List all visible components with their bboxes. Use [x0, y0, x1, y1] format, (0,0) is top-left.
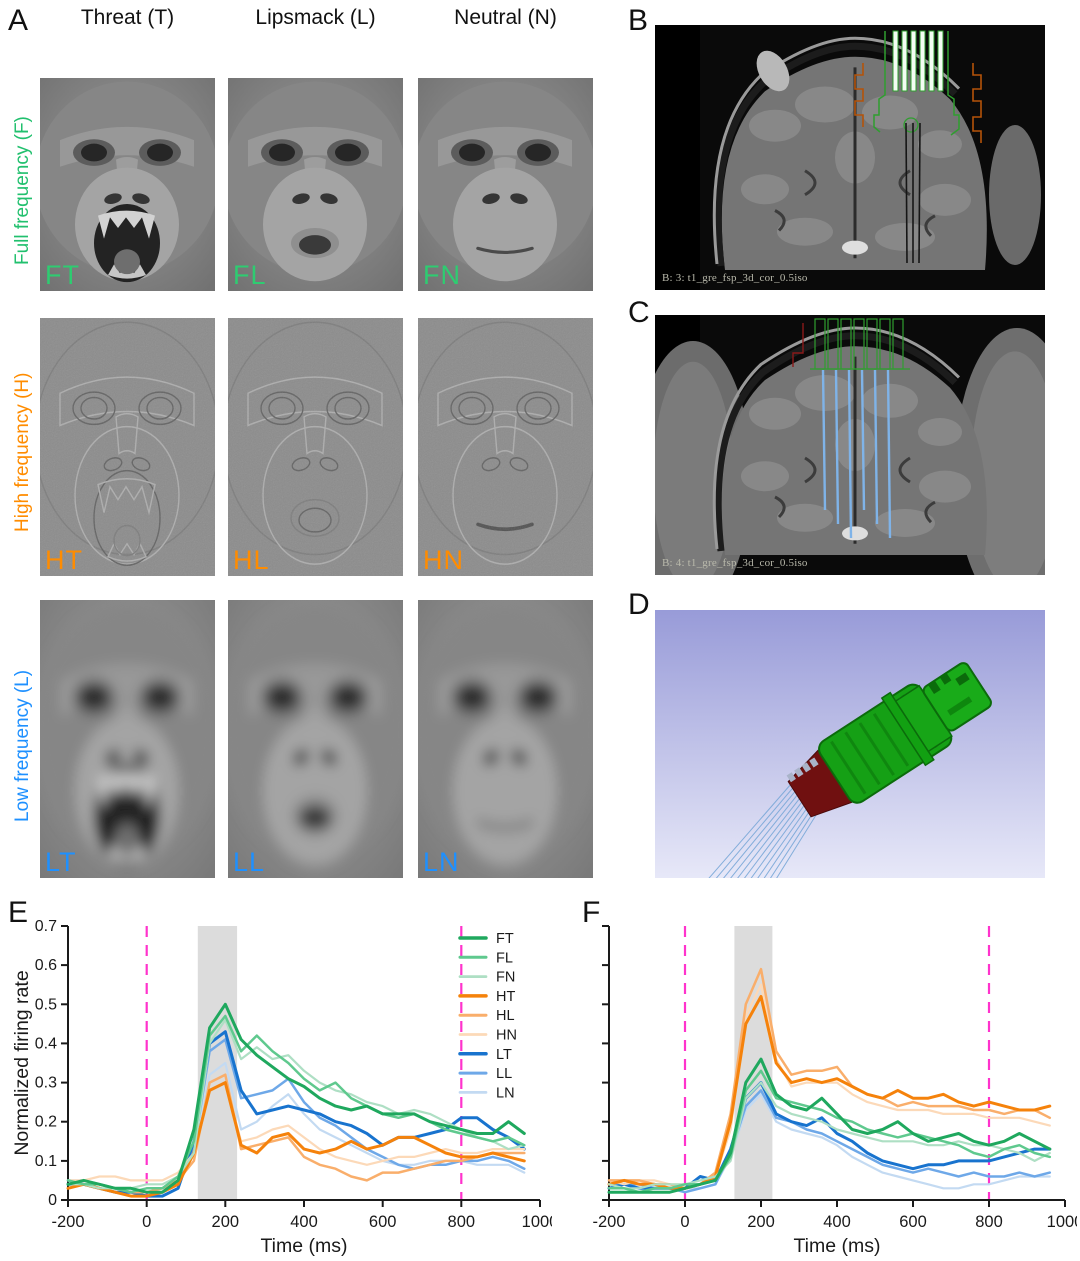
firing-rate-chart-f: -200 0 200 400 600 800 1000 Time (ms) [585, 898, 1080, 1260]
panel-label-b: B [628, 4, 649, 37]
mri-coronal-electrode-tracks-image: B: 4: t1_gre_fsp_3d_cor_0.5iso [655, 315, 1045, 575]
svg-text:0.1: 0.1 [35, 1153, 57, 1170]
svg-text:0.3: 0.3 [35, 1075, 57, 1092]
svg-text:800: 800 [448, 1213, 476, 1231]
svg-text:0: 0 [680, 1213, 689, 1231]
svg-text:400: 400 [290, 1213, 318, 1231]
svg-text:200: 200 [212, 1213, 240, 1231]
stimulus-tag-ln: LN [423, 847, 460, 877]
svg-text:LT: LT [496, 1047, 512, 1063]
stimulus-image-hn: HN [418, 318, 593, 576]
svg-text:Time (ms): Time (ms) [793, 1235, 880, 1257]
stimulus-tag-ll: LL [233, 847, 266, 877]
svg-text:0: 0 [48, 1192, 57, 1209]
stimulus-image-ln: LN [418, 600, 593, 878]
panel-label-d: D [628, 588, 650, 621]
stimulus-tag-hn: HN [423, 545, 464, 575]
svg-text:LL: LL [496, 1066, 512, 1082]
panel-label-f: F [582, 896, 601, 929]
svg-text:0.5: 0.5 [35, 996, 57, 1013]
firing-rate-chart-e: 0 0.1 0.2 0.3 0.4 0.5 0.6 0.7 -200 0 200 400 600 800 1… [11, 898, 558, 1260]
stimulus-tag-fl: FL [233, 260, 267, 290]
svg-text:HT: HT [496, 989, 515, 1005]
row-label-high-frequency: High frequency (H) [12, 372, 33, 532]
svg-text:-200: -200 [592, 1213, 625, 1231]
mri-scan-caption-b: B: 3: t1_gre_fsp_3d_cor_0.5iso [662, 272, 808, 284]
stimulus-image-fl: FL [228, 78, 403, 291]
panel-label-e: E [8, 896, 29, 929]
stimulus-image-fn: FN [418, 78, 593, 291]
svg-text:Normalized firing rate: Normalized firing rate [12, 970, 33, 1155]
svg-text:200: 200 [747, 1213, 775, 1231]
svg-text:0.6: 0.6 [35, 957, 57, 974]
mri-coronal-electrode-array-image: B: 3: t1_gre_fsp_3d_cor_0.5iso [655, 25, 1045, 290]
stimulus-image-ll: LL [228, 600, 403, 878]
stimulus-image-hl: HL [228, 318, 403, 576]
svg-text:HL: HL [496, 1008, 515, 1024]
column-header-lipsmack: Lipsmack (L) [255, 6, 376, 29]
stimulus-tag-fn: FN [423, 260, 461, 290]
svg-text:800: 800 [975, 1213, 1003, 1231]
stimulus-tag-ht: HT [45, 545, 83, 575]
mri-scan-caption-c: B: 4: t1_gre_fsp_3d_cor_0.5iso [662, 557, 808, 569]
panel-label-c: C [628, 296, 650, 329]
svg-text:0.7: 0.7 [35, 918, 57, 935]
svg-text:1000: 1000 [522, 1213, 552, 1231]
svg-text:LN: LN [496, 1085, 515, 1101]
svg-text:1000: 1000 [1047, 1213, 1077, 1231]
column-header-threat: Threat (T) [80, 6, 175, 29]
svg-text:FL: FL [496, 950, 513, 966]
stimulus-tag-hl: HL [233, 545, 270, 575]
microdrive-3d-render-image [655, 610, 1045, 878]
svg-text:FT: FT [496, 931, 514, 947]
svg-text:600: 600 [369, 1213, 397, 1231]
row-label-low-frequency: Low frequency (L) [12, 669, 33, 822]
panel-label-a: A [8, 4, 29, 37]
stimulus-image-ht: HT [40, 318, 215, 576]
svg-text:0: 0 [142, 1213, 151, 1231]
svg-text:Time (ms): Time (ms) [260, 1235, 347, 1257]
stimulus-tag-ft: FT [45, 260, 80, 290]
svg-text:600: 600 [899, 1213, 927, 1231]
svg-text:HN: HN [496, 1028, 517, 1044]
svg-text:-200: -200 [51, 1213, 84, 1231]
svg-text:0.2: 0.2 [35, 1114, 57, 1131]
stimulus-image-lt: LT [40, 600, 215, 878]
stimulus-tag-lt: LT [45, 847, 77, 877]
stimulus-image-ft: FT [40, 78, 215, 291]
svg-text:0.4: 0.4 [35, 1035, 57, 1052]
svg-text:FN: FN [496, 970, 515, 986]
column-header-neutral: Neutral (N) [454, 6, 557, 29]
row-label-full-frequency: Full frequency (F) [12, 116, 33, 265]
svg-text:400: 400 [823, 1213, 851, 1231]
